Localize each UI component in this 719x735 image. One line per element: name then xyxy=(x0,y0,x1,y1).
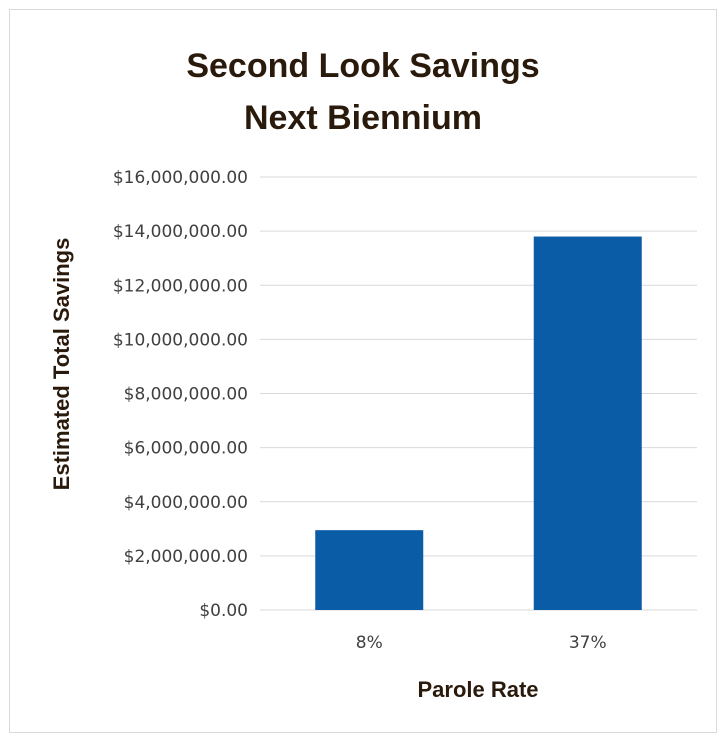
y-tick-label: $2,000,000.00 xyxy=(124,547,248,567)
y-tick-label: $12,000,000.00 xyxy=(113,276,248,296)
y-axis-tick-labels: $0.00 $2,000,000.00 $4,000,000.00 $6,000,00… xyxy=(113,168,248,621)
y-tick-label: $14,000,000.00 xyxy=(113,222,248,242)
chart-title-line-2: Next Biennium xyxy=(243,99,483,137)
bars xyxy=(315,236,642,610)
x-axis-title: Parole Rate xyxy=(417,677,538,702)
x-tick-label: 8% xyxy=(356,633,383,653)
bar-8pct xyxy=(315,530,424,610)
y-tick-label: $16,000,000.00 xyxy=(113,168,248,188)
y-tick-label: $6,000,000.00 xyxy=(124,439,248,459)
x-tick-label: 37% xyxy=(569,633,607,653)
y-tick-label: $4,000,000.00 xyxy=(124,493,248,513)
chart-title: Second Look Savings Next Biennium xyxy=(9,40,717,144)
y-tick-label: $8,000,000.00 xyxy=(124,385,248,405)
x-axis-tick-labels: 8% 37% xyxy=(356,633,607,653)
y-tick-label: $10,000,000.00 xyxy=(113,330,248,350)
bar-37pct xyxy=(533,236,642,610)
chart-title-line-1: Second Look Savings xyxy=(186,47,540,85)
y-axis-title: Estimated Total Savings xyxy=(49,238,74,491)
y-tick-label: $0.00 xyxy=(199,601,248,621)
